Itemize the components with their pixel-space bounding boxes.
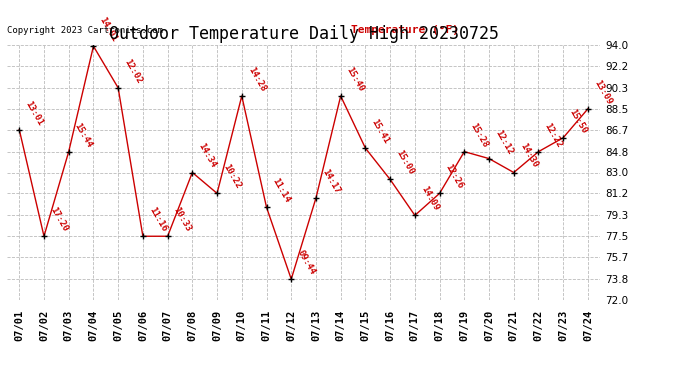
Text: 09:44: 09:44 (295, 249, 317, 276)
Text: 10:22: 10:22 (221, 163, 242, 190)
Text: 13:09: 13:09 (592, 78, 613, 106)
Text: 15:50: 15:50 (567, 107, 589, 135)
Text: 15:40: 15:40 (345, 66, 366, 93)
Text: 13:01: 13:01 (23, 99, 45, 127)
Text: 14:28: 14:28 (246, 66, 267, 93)
Text: 12:02: 12:02 (122, 57, 144, 85)
Text: 15:44: 15:44 (73, 121, 94, 149)
Text: 17:20: 17:20 (48, 206, 70, 234)
Text: Temperature (°F): Temperature (°F) (351, 25, 459, 35)
Text: 14:30: 14:30 (518, 142, 539, 170)
Text: 15:00: 15:00 (394, 149, 415, 177)
Text: 12:26: 12:26 (444, 163, 465, 190)
Text: 12:22: 12:22 (542, 121, 564, 149)
Text: 14:34: 14:34 (197, 142, 218, 170)
Text: 12:12: 12:12 (493, 128, 515, 156)
Text: 15:28: 15:28 (469, 121, 490, 149)
Title: Outdoor Temperature Daily High 20230725: Outdoor Temperature Daily High 20230725 (108, 26, 499, 44)
Text: 10:33: 10:33 (172, 206, 193, 234)
Text: 11:14: 11:14 (270, 177, 292, 204)
Text: 14:09: 14:09 (419, 185, 440, 213)
Text: 14:01: 14:01 (97, 16, 119, 44)
Text: 14:17: 14:17 (320, 168, 342, 195)
Text: Copyright 2023 Cartronics.com: Copyright 2023 Cartronics.com (7, 26, 163, 35)
Text: 11:16: 11:16 (147, 206, 168, 234)
Text: 15:41: 15:41 (370, 118, 391, 146)
